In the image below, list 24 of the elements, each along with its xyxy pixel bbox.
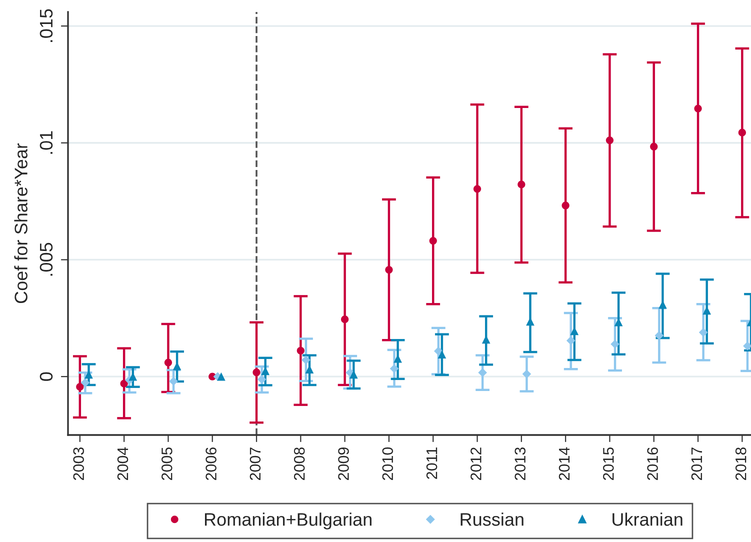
x-tick-label: 2011 [426, 448, 438, 479]
x-tick-label: 2013 [514, 447, 526, 480]
y-tick-label: 0 [40, 372, 53, 381]
legend-label: Russian [460, 512, 524, 526]
legend-label: Ukranian [612, 512, 682, 526]
x-tick-label: 2012 [470, 448, 482, 480]
x-tick-label: 2007 [250, 448, 261, 480]
x-tick-label: 2015 [603, 447, 614, 480]
y-tick-label: .01 [40, 131, 53, 154]
x-tick-label: 2004 [117, 447, 128, 480]
x-tick-label: 2008 [294, 447, 305, 480]
y-axis-title: Coef for Share*Year [14, 143, 28, 304]
x-tick-label: 2005 [162, 447, 172, 480]
x-tick-label: 2010 [382, 447, 394, 480]
x-tick-label: 2006 [206, 447, 216, 480]
x-tick-label: 2016 [647, 447, 658, 480]
x-tick-label: 2003 [73, 447, 84, 480]
x-tick-label: 2018 [735, 447, 746, 480]
y-tick-label: .015 [40, 9, 53, 42]
y-tick-label: .005 [40, 242, 53, 276]
x-tick-label: 2009 [338, 448, 349, 480]
legend-label: Romanian+Bulgarian [204, 512, 372, 530]
x-tick-label: 2014 [558, 447, 570, 480]
x-tick-label: 2017 [691, 448, 702, 480]
